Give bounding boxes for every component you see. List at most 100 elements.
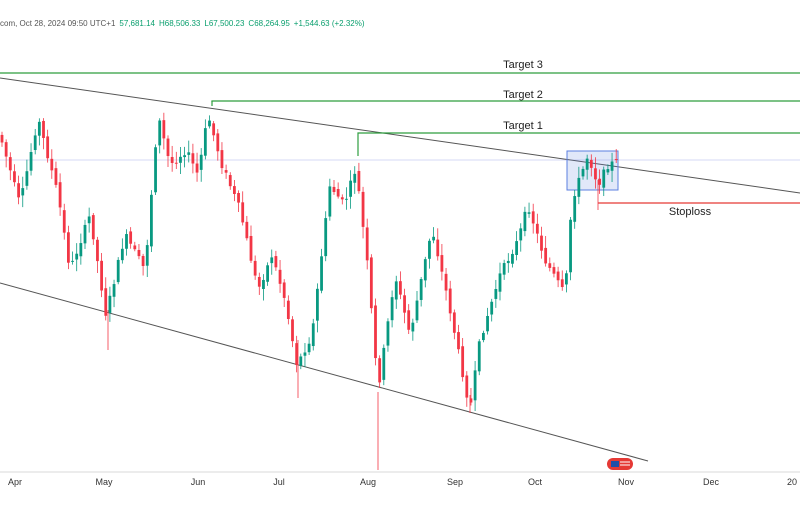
candle xyxy=(511,249,514,268)
candle xyxy=(394,275,398,309)
candle xyxy=(91,213,95,245)
candle xyxy=(386,318,390,352)
candle xyxy=(274,250,278,271)
target-1-label: Target 1 xyxy=(503,120,543,132)
candle-body xyxy=(71,260,74,262)
candle xyxy=(473,360,477,412)
x-tick-label: May xyxy=(95,477,113,487)
candle xyxy=(519,223,523,252)
candle xyxy=(569,216,572,281)
candle xyxy=(50,149,54,179)
candle-body xyxy=(374,305,377,359)
x-tick-label: Oct xyxy=(528,477,543,487)
candle-body xyxy=(394,281,398,300)
candle-body xyxy=(598,178,601,185)
candle-body xyxy=(469,398,473,403)
candle xyxy=(208,115,211,129)
candle xyxy=(349,170,352,209)
candle-body xyxy=(75,253,79,260)
candle-body xyxy=(17,183,20,198)
annotations-layer xyxy=(0,72,800,462)
candle-body xyxy=(378,358,382,383)
stoploss-label: Stoploss xyxy=(669,206,712,218)
candle-body xyxy=(291,319,294,342)
candle-body xyxy=(100,260,103,291)
candle xyxy=(141,253,145,276)
candle xyxy=(158,118,162,154)
candle-body xyxy=(585,158,589,170)
candle-body xyxy=(104,288,108,316)
candle xyxy=(594,157,597,189)
candle-body xyxy=(299,356,303,366)
candle xyxy=(448,280,452,322)
candle-body xyxy=(133,245,137,250)
candle xyxy=(544,236,548,267)
candle xyxy=(606,164,610,175)
candle xyxy=(577,166,581,205)
candle xyxy=(374,298,377,366)
candle-body xyxy=(610,161,614,171)
candle-body xyxy=(444,273,448,291)
candle-body xyxy=(295,343,299,366)
candle xyxy=(137,243,141,260)
candle xyxy=(67,225,70,270)
candle xyxy=(390,290,394,328)
candle-body xyxy=(423,259,427,281)
candle xyxy=(291,316,294,348)
candle-body xyxy=(62,210,66,233)
candle xyxy=(29,143,33,176)
candle xyxy=(531,203,535,234)
candle xyxy=(324,211,328,262)
candle xyxy=(461,338,465,382)
candle xyxy=(469,387,473,406)
header-close: C68,264.95 xyxy=(248,19,290,28)
flag-icon[interactable] xyxy=(607,458,633,470)
x-tick-label: Jun xyxy=(191,477,206,487)
candle xyxy=(299,353,303,370)
candle-body xyxy=(179,156,182,163)
candle-body xyxy=(332,186,336,193)
candle-body xyxy=(606,169,610,173)
candle-body xyxy=(257,276,261,287)
candle-body xyxy=(270,257,274,264)
candle-body xyxy=(8,157,12,171)
candle-body xyxy=(158,120,162,146)
candle-body xyxy=(386,321,390,346)
candle xyxy=(0,131,4,147)
candle-body xyxy=(249,235,253,261)
candle-body xyxy=(50,158,54,171)
candle-body xyxy=(58,182,62,208)
candle-body xyxy=(515,241,518,255)
candle xyxy=(589,154,593,177)
candle xyxy=(37,118,41,146)
candle xyxy=(112,279,116,308)
candle-body xyxy=(390,297,394,321)
candle-body xyxy=(527,212,531,214)
candle xyxy=(436,228,440,261)
target-3-label: Target 3 xyxy=(503,59,543,71)
candle xyxy=(610,152,614,182)
candle xyxy=(382,344,386,386)
candle xyxy=(133,241,137,252)
candle xyxy=(125,229,128,256)
candle-body xyxy=(0,134,4,143)
candle xyxy=(282,279,286,308)
candle-body xyxy=(407,310,411,330)
candle xyxy=(506,253,510,273)
candle xyxy=(8,152,12,181)
candle xyxy=(411,318,415,341)
candle-body xyxy=(203,128,207,156)
candle xyxy=(419,277,423,307)
candle xyxy=(482,330,485,343)
candle xyxy=(311,318,315,351)
candle xyxy=(369,254,373,314)
candle xyxy=(552,262,556,278)
candle-body xyxy=(614,159,618,161)
candle-body xyxy=(91,215,95,240)
candle-body xyxy=(170,157,174,163)
x-axis: Apr May Jun Jul Aug Sep Oct Nov Dec 20 xyxy=(0,471,800,487)
candle-body xyxy=(13,171,16,183)
candle xyxy=(361,186,365,239)
